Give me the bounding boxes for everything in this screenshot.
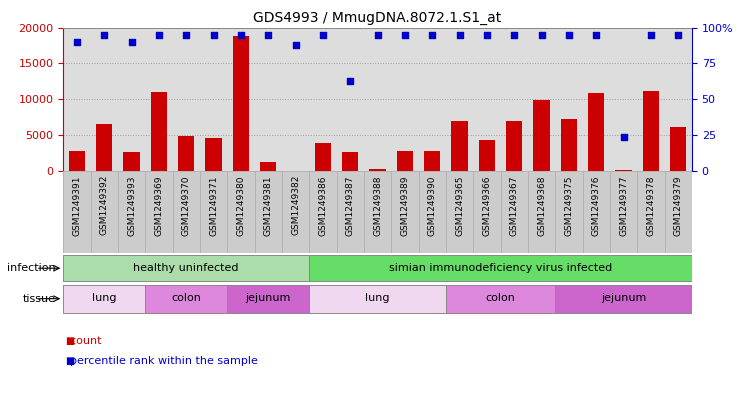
Point xyxy=(71,39,83,45)
Point xyxy=(618,133,629,140)
Text: count: count xyxy=(63,336,102,346)
Text: healthy uninfected: healthy uninfected xyxy=(133,263,239,273)
Text: ■: ■ xyxy=(65,356,74,365)
Point xyxy=(563,31,575,38)
Point xyxy=(645,31,657,38)
Point xyxy=(208,31,219,38)
Text: lung: lung xyxy=(365,293,390,303)
Point xyxy=(399,31,411,38)
Text: infection: infection xyxy=(7,263,56,273)
Point xyxy=(508,31,520,38)
Bar xyxy=(555,285,692,313)
Point xyxy=(481,31,493,38)
Text: GSM1249386: GSM1249386 xyxy=(318,175,327,235)
Text: GSM1249390: GSM1249390 xyxy=(428,175,437,235)
Text: GSM1249368: GSM1249368 xyxy=(537,175,546,235)
Bar xyxy=(478,140,495,171)
Text: GSM1249377: GSM1249377 xyxy=(619,175,628,235)
Text: GSM1249370: GSM1249370 xyxy=(182,175,190,235)
Bar xyxy=(63,285,145,313)
Bar xyxy=(310,255,692,281)
Bar xyxy=(63,255,310,281)
Point xyxy=(235,31,247,38)
Point xyxy=(454,31,466,38)
Text: GSM1249387: GSM1249387 xyxy=(346,175,355,235)
Bar xyxy=(96,124,112,171)
Bar xyxy=(342,152,359,171)
Point xyxy=(126,39,138,45)
Text: simian immunodeficiency virus infected: simian immunodeficiency virus infected xyxy=(389,263,612,273)
Bar xyxy=(260,162,277,171)
Text: colon: colon xyxy=(486,293,516,303)
Text: jejunum: jejunum xyxy=(246,293,291,303)
Point xyxy=(590,31,602,38)
Point xyxy=(180,31,192,38)
Bar xyxy=(178,136,194,171)
Point xyxy=(317,31,329,38)
Bar xyxy=(227,285,310,313)
Point xyxy=(263,31,275,38)
Bar xyxy=(506,121,522,171)
Bar xyxy=(68,151,85,171)
Text: tissue: tissue xyxy=(23,294,56,304)
Bar xyxy=(588,94,604,171)
Point xyxy=(426,31,438,38)
Bar xyxy=(233,36,249,171)
Bar xyxy=(452,121,468,171)
Point xyxy=(153,31,165,38)
Bar xyxy=(145,285,227,313)
Text: GSM1249388: GSM1249388 xyxy=(373,175,382,235)
Bar xyxy=(424,151,440,171)
Point xyxy=(673,31,684,38)
Bar xyxy=(310,285,446,313)
Text: GSM1249376: GSM1249376 xyxy=(591,175,600,235)
Bar xyxy=(533,100,550,171)
Bar xyxy=(369,169,386,171)
Title: GDS4993 / MmugDNA.8072.1.S1_at: GDS4993 / MmugDNA.8072.1.S1_at xyxy=(254,11,501,25)
Text: colon: colon xyxy=(171,293,201,303)
Point xyxy=(344,77,356,84)
Text: GSM1249371: GSM1249371 xyxy=(209,175,218,235)
Bar xyxy=(670,127,687,171)
Text: GSM1249375: GSM1249375 xyxy=(565,175,574,235)
Text: GSM1249366: GSM1249366 xyxy=(482,175,492,235)
Text: GSM1249382: GSM1249382 xyxy=(291,175,300,235)
Text: lung: lung xyxy=(92,293,117,303)
Text: ■: ■ xyxy=(65,336,74,346)
Text: GSM1249389: GSM1249389 xyxy=(400,175,409,235)
Text: GSM1249369: GSM1249369 xyxy=(155,175,164,235)
Text: GSM1249365: GSM1249365 xyxy=(455,175,464,235)
Bar xyxy=(151,92,167,171)
Text: GSM1249380: GSM1249380 xyxy=(237,175,246,235)
Point xyxy=(98,31,110,38)
Text: GSM1249381: GSM1249381 xyxy=(263,175,273,235)
Point xyxy=(289,42,301,48)
Bar xyxy=(446,285,555,313)
Text: jejunum: jejunum xyxy=(601,293,647,303)
Bar xyxy=(205,138,222,171)
Point xyxy=(536,31,548,38)
Text: GSM1249392: GSM1249392 xyxy=(100,175,109,235)
Bar xyxy=(315,143,331,171)
Point xyxy=(372,31,384,38)
Text: GSM1249379: GSM1249379 xyxy=(674,175,683,235)
Text: GSM1249367: GSM1249367 xyxy=(510,175,519,235)
Bar xyxy=(397,151,413,171)
Text: GSM1249391: GSM1249391 xyxy=(72,175,81,235)
Text: percentile rank within the sample: percentile rank within the sample xyxy=(63,356,258,365)
Text: GSM1249393: GSM1249393 xyxy=(127,175,136,235)
Text: GSM1249378: GSM1249378 xyxy=(647,175,655,235)
Bar xyxy=(561,119,577,171)
Bar xyxy=(124,152,140,171)
Bar xyxy=(615,169,632,171)
Bar xyxy=(643,91,659,171)
